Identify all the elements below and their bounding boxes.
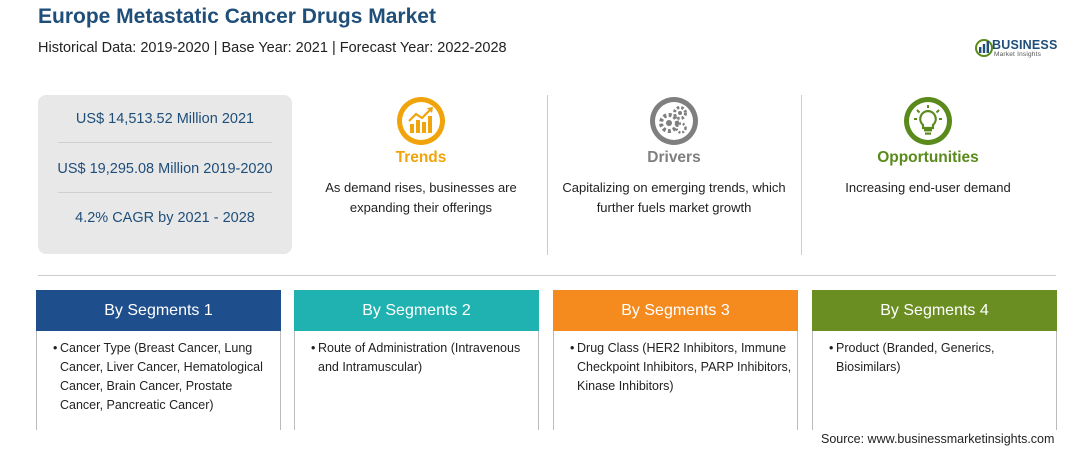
column-divider	[801, 95, 802, 255]
bullet-icon: •	[570, 341, 575, 355]
segment-card-4: By Segments 4 • Product (Branded, Generi…	[812, 290, 1057, 430]
feature-text-drivers: Capitalizing on emerging trends, which f…	[562, 180, 786, 215]
segment-text-4: Product (Branded, Generics, Biosimilars)	[836, 341, 995, 374]
segment-text-1: Cancer Type (Breast Cancer, Lung Cancer,…	[60, 341, 263, 412]
bullet-icon: •	[829, 341, 834, 355]
stat-divider	[58, 192, 272, 193]
stat-divider	[58, 142, 272, 143]
segment-text-2: Route of Administration (Intravenous and…	[318, 341, 521, 374]
market-stats-panel: US$ 14,513.52 Million 2021 US$ 19,295.08…	[38, 95, 292, 254]
segment-header-3: By Segments 3	[553, 290, 798, 331]
segment-card-1: By Segments 1 • Cancer Type (Breast Canc…	[36, 290, 281, 430]
logo-tagline: Market Insights	[994, 51, 1042, 58]
stat-market-value-2021: US$ 14,513.52 Million 2021	[75, 111, 255, 127]
bullet-icon: •	[311, 341, 316, 355]
segment-header-4: By Segments 4	[812, 290, 1057, 331]
lightbulb-icon	[904, 97, 952, 145]
segment-body-3: • Drug Class (HER2 Inhibitors, Immune Ch…	[566, 339, 794, 396]
segment-card-2: By Segments 2 • Route of Administration …	[294, 290, 539, 430]
segment-body-2: • Route of Administration (Intravenous a…	[307, 339, 535, 377]
segment-header-1: By Segments 1	[36, 290, 281, 331]
section-divider	[38, 275, 1056, 276]
feature-title-drivers: Drivers	[647, 149, 701, 166]
stat-market-value-historical: US$ 19,295.08 Million 2019-2020	[57, 161, 273, 177]
column-divider	[547, 95, 548, 255]
segment-card-3: By Segments 3 • Drug Class (HER2 Inhibit…	[553, 290, 798, 430]
gears-icon	[650, 97, 698, 145]
source-citation: Source: www.businessmarketinsights.com	[821, 432, 1055, 446]
segment-body-1: • Cancer Type (Breast Cancer, Lung Cance…	[49, 339, 277, 415]
trend-chart-icon	[397, 97, 445, 145]
feature-text-opportunities: Increasing end-user demand	[845, 180, 1011, 195]
business-market-insights-logo: BUSINESS Market Insights	[974, 36, 1066, 62]
stat-cagr: 4.2% CAGR by 2021 - 2028	[75, 210, 255, 226]
segment-body-4: • Product (Branded, Generics, Biosimilar…	[825, 339, 1053, 377]
bullet-icon: •	[53, 341, 58, 355]
globe-logo-icon	[975, 39, 993, 57]
feature-title-trends: Trends	[395, 149, 447, 166]
page-title: Europe Metastatic Cancer Drugs Market	[38, 5, 436, 28]
feature-title-opportunities: Opportunities	[877, 149, 979, 166]
page-subtitle: Historical Data: 2019-2020 | Base Year: …	[38, 40, 507, 56]
segment-text-3: Drug Class (HER2 Inhibitors, Immune Chec…	[577, 341, 792, 393]
feature-text-trends: As demand rises, businesses are expandin…	[325, 180, 517, 215]
logo-wordmark: BUSINESS	[992, 38, 1058, 52]
segment-header-2: By Segments 2	[294, 290, 539, 331]
